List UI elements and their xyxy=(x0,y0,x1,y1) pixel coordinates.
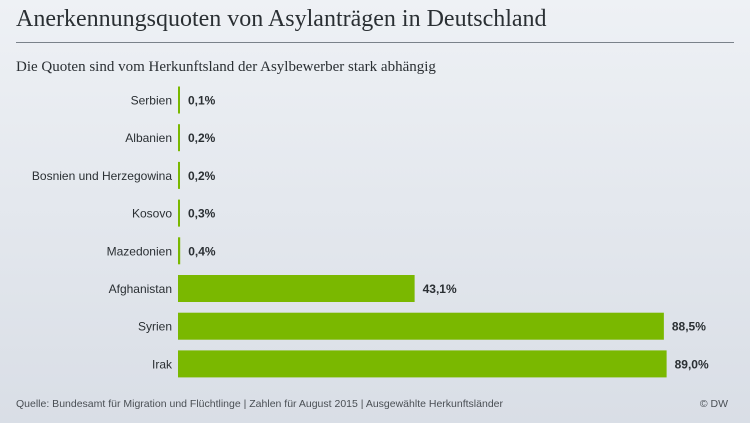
value-label: 0,4% xyxy=(188,244,216,258)
category-label: Mazedonien xyxy=(107,244,172,258)
bar xyxy=(178,237,181,265)
bar xyxy=(178,161,180,189)
category-label: Irak xyxy=(152,357,173,371)
category-label: Kosovo xyxy=(132,207,172,221)
category-label: Afghanistan xyxy=(109,282,172,296)
category-label: Syrien xyxy=(138,320,172,334)
bar xyxy=(178,350,667,378)
chart-title: Anerkennungsquoten von Asylanträgen in D… xyxy=(16,6,547,32)
value-label: 89,0% xyxy=(675,357,709,371)
value-label: 0,1% xyxy=(188,94,216,108)
value-label: 0,2% xyxy=(188,169,216,183)
bar xyxy=(178,275,415,302)
category-label: Serbien xyxy=(131,94,172,108)
bar xyxy=(178,124,180,152)
bar xyxy=(178,312,664,340)
bar xyxy=(178,199,180,227)
bar xyxy=(178,86,180,114)
bar-chart: Serbien 0,1% Albanien 0,2% Bosnien und Herze… xyxy=(32,86,709,378)
chart-subtitle: Die Quoten sind vom Herkunftsland der As… xyxy=(16,59,436,75)
value-label: 88,5% xyxy=(672,320,706,334)
value-label: 43,1% xyxy=(423,282,457,296)
category-label: Albanien xyxy=(125,131,172,145)
category-label: Bosnien und Herzegowina xyxy=(32,169,172,183)
source-note: Quelle: Bundesamt für Migration und Flüc… xyxy=(16,398,503,410)
value-label: 0,3% xyxy=(188,207,216,221)
title-divider xyxy=(16,42,734,43)
brand-credit: © DW xyxy=(699,398,728,410)
value-label: 0,2% xyxy=(188,131,216,145)
